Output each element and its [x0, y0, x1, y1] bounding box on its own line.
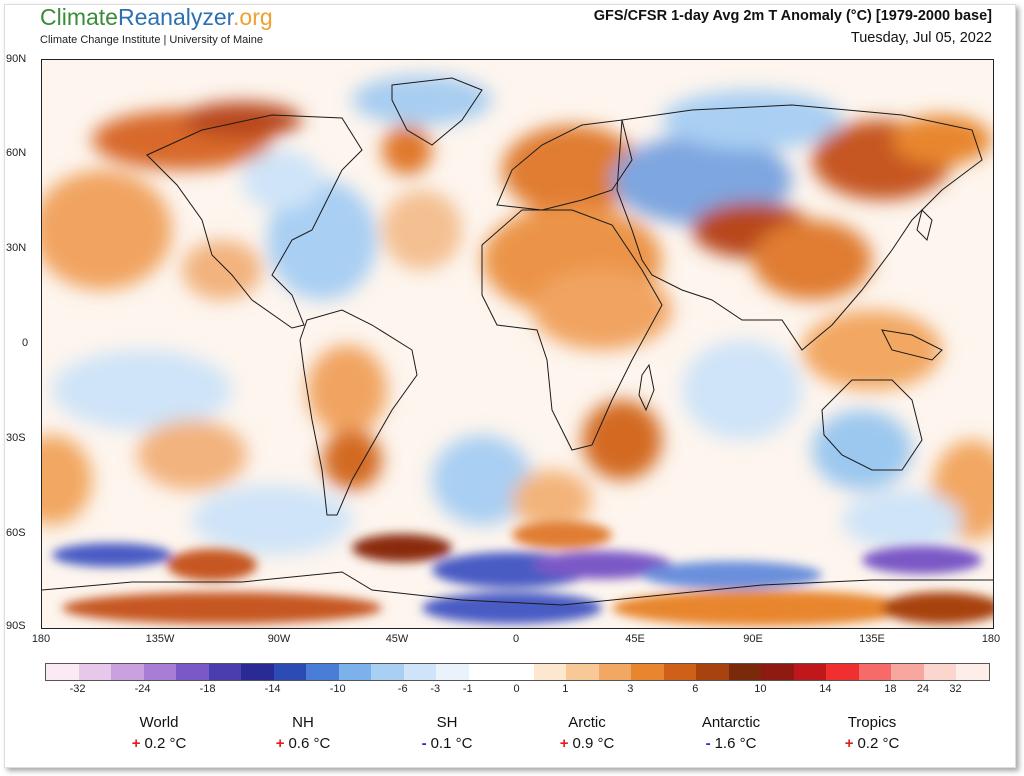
color-scale-swatch: [566, 664, 599, 680]
stat-name: World: [139, 714, 179, 731]
lat-label-90n: 90N: [6, 53, 27, 65]
lon-label-180w: 180: [31, 633, 51, 645]
color-scale-swatch: [533, 664, 567, 680]
lat-label-90s: 90S: [6, 620, 26, 632]
color-scale-label: -18: [199, 683, 216, 695]
color-scale-swatch: [208, 664, 242, 680]
stat-name: SH: [436, 714, 458, 731]
color-scale-swatch: [273, 664, 307, 680]
stat-tropics: Tropics +0.2 °C: [817, 714, 927, 752]
color-scale-bar: [45, 663, 990, 681]
stat-nh: NH +0.6 °C: [248, 714, 358, 752]
color-scale-label: 32: [949, 683, 962, 695]
color-scale-label: 6: [692, 683, 699, 695]
stat-value: 0.2 °C: [144, 735, 187, 752]
color-scale-swatch: [176, 664, 209, 680]
color-scale-swatch: [793, 664, 827, 680]
logo-subtitle: Climate Change Institute | University of…: [40, 34, 263, 46]
lon-label-135e: 135E: [859, 633, 885, 645]
color-scale-swatch: [468, 664, 502, 680]
stat-name: Antarctic: [701, 714, 761, 731]
logo-climate: Climate: [40, 4, 118, 30]
color-scale-label: 24: [916, 683, 930, 695]
map-date: Tuesday, Jul 05, 2022: [850, 30, 992, 46]
color-scale-label: -3: [430, 683, 441, 695]
color-scale-label: -24: [134, 683, 151, 695]
antarctic-band: [52, 521, 993, 626]
lon-label-135w: 135W: [145, 633, 175, 645]
color-scale-swatch: [728, 664, 762, 680]
lat-label-60s: 60S: [6, 527, 26, 539]
stat-antarctic: Antarctic -1.6 °C: [676, 714, 786, 752]
color-scale-label: -14: [264, 683, 281, 695]
lon-label-90w: 90W: [267, 633, 291, 645]
lon-label-180e: 180: [981, 633, 1001, 645]
color-scale-swatch: [696, 664, 729, 680]
color-scale-swatch: [78, 664, 112, 680]
color-scale-swatch: [826, 664, 859, 680]
color-scale-swatch: [338, 664, 372, 680]
stat-value: 0.9 °C: [572, 735, 615, 752]
stat-name: NH: [292, 714, 314, 731]
map-title: GFS/CFSR 1-day Avg 2m T Anomaly (°C) [19…: [593, 8, 992, 24]
color-scale-swatch: [891, 664, 924, 680]
coastlines: [42, 77, 993, 606]
color-scale-swatch: [858, 664, 892, 680]
anomaly-map-svg: [42, 60, 993, 628]
color-scale-label: 18: [884, 683, 897, 695]
stat-value: 0.1 °C: [430, 735, 473, 752]
stat-value: 1.6 °C: [714, 735, 757, 752]
lat-label-eq: 0: [22, 337, 29, 349]
color-scale-swatch: [598, 664, 632, 680]
color-scale-swatch: [241, 664, 274, 680]
color-scale-swatch: [46, 664, 79, 680]
logo-reanalyzer: Reanalyzer: [117, 4, 234, 30]
color-scale-label: 10: [754, 683, 767, 695]
color-scale-swatch: [501, 664, 534, 680]
color-scale-swatch: [403, 664, 437, 680]
lon-label-90e: 90E: [743, 633, 763, 645]
color-scale-swatch: [306, 664, 339, 680]
anomaly-map[interactable]: [41, 59, 994, 629]
stat-value: 0.6 °C: [288, 735, 331, 752]
color-scale-label: 3: [627, 683, 634, 695]
lat-label-60n: 60N: [6, 147, 27, 159]
color-scale-swatch: [436, 664, 469, 680]
stat-arctic: Arctic +0.9 °C: [532, 714, 642, 752]
stat-world: World +0.2 °C: [104, 714, 214, 752]
color-scale-swatch: [143, 664, 177, 680]
color-scale-label: -6: [397, 683, 408, 695]
lon-label-0: 0: [512, 633, 520, 645]
stat-sh: SH -0.1 °C: [392, 714, 502, 752]
anomaly-field: [42, 75, 993, 555]
color-scale-swatch: [923, 664, 957, 680]
lat-label-30n: 30N: [6, 242, 27, 254]
lon-label-45e: 45E: [625, 633, 645, 645]
color-scale-swatch: [761, 664, 794, 680]
stat-sign: +: [131, 735, 141, 752]
color-scale-swatch: [371, 664, 404, 680]
color-scale-label: 0: [513, 683, 520, 695]
color-scale-label: -1: [462, 683, 473, 695]
color-scale-label: 1: [562, 683, 569, 695]
stat-name: Tropics: [847, 714, 897, 731]
lat-label-30s: 30S: [6, 432, 26, 444]
color-scale-label: 14: [819, 683, 832, 695]
logo-org: .org: [233, 4, 273, 30]
color-scale-swatch: [631, 664, 664, 680]
stat-sign: -: [421, 735, 427, 752]
stat-sign: -: [705, 735, 711, 752]
color-scale-label: -10: [329, 683, 346, 695]
stat-value: 0.2 °C: [857, 735, 900, 752]
color-scale-swatch: [663, 664, 697, 680]
stat-sign: +: [275, 735, 285, 752]
site-logo[interactable]: ClimateReanalyzer.org: [40, 4, 273, 31]
stat-sign: +: [844, 735, 854, 752]
stat-name: Arctic: [568, 714, 606, 731]
lon-label-45w: 45W: [385, 633, 409, 645]
color-scale-swatch: [111, 664, 144, 680]
color-scale-label: -32: [69, 683, 86, 695]
stat-sign: +: [559, 735, 569, 752]
color-scale-swatch: [956, 664, 989, 680]
